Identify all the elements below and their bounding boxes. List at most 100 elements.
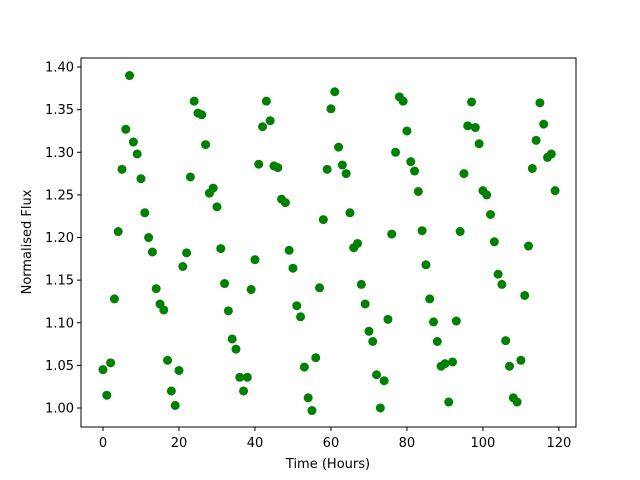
point (174, 365, 184, 375)
point (326, 104, 336, 114)
point (315, 283, 325, 293)
point (201, 140, 211, 150)
point (109, 294, 119, 304)
point (106, 358, 116, 368)
point (299, 362, 309, 372)
point (455, 227, 465, 237)
point (463, 121, 473, 131)
point (303, 393, 313, 403)
point (413, 186, 423, 196)
point (125, 71, 135, 81)
point (398, 96, 408, 106)
point (364, 326, 374, 336)
point (402, 126, 412, 136)
point (516, 355, 526, 365)
point (288, 263, 298, 273)
point (387, 229, 397, 239)
point (520, 290, 530, 300)
point (292, 301, 302, 311)
point (322, 164, 332, 174)
point (444, 397, 454, 407)
x-tick-label: 60 (323, 436, 340, 451)
point (470, 123, 480, 133)
point (136, 174, 146, 184)
point (159, 305, 169, 315)
point (227, 334, 237, 344)
y-tick-label: 1.25 (45, 188, 74, 203)
point (182, 248, 192, 258)
point (254, 159, 264, 169)
point (429, 317, 439, 327)
point (550, 186, 560, 196)
point (451, 316, 461, 326)
point (546, 149, 556, 159)
y-tick-label: 1.05 (45, 359, 74, 374)
point (505, 361, 515, 371)
point (273, 163, 283, 173)
point (421, 260, 431, 270)
point (223, 306, 233, 316)
point (493, 269, 503, 279)
point (372, 370, 382, 380)
point (474, 139, 484, 149)
point (489, 237, 499, 247)
point (212, 202, 222, 212)
point (417, 226, 427, 236)
point (284, 245, 294, 255)
point (261, 96, 271, 106)
point (113, 227, 123, 237)
x-axis-label: Time (Hours) (285, 457, 370, 472)
y-tick-label: 1.00 (45, 401, 74, 416)
point (379, 376, 389, 386)
point (459, 169, 469, 179)
y-tick-label: 1.10 (45, 316, 74, 331)
point (231, 344, 241, 354)
point (235, 372, 245, 382)
point (512, 397, 522, 407)
x-tick-label: 120 (546, 436, 571, 451)
point (531, 135, 541, 145)
point (539, 119, 549, 129)
x-tick-label: 40 (247, 436, 264, 451)
point (163, 355, 173, 365)
x-tick-label: 0 (99, 436, 107, 451)
x-tick-label: 100 (471, 436, 496, 451)
point (296, 312, 306, 322)
point (375, 403, 385, 413)
point (467, 97, 477, 107)
point (527, 163, 537, 173)
point (98, 365, 108, 375)
point (368, 337, 378, 347)
point (147, 247, 157, 257)
point (360, 299, 370, 309)
point (216, 244, 226, 254)
point (334, 142, 344, 152)
point (330, 87, 340, 97)
point (318, 215, 328, 225)
y-tick-label: 1.15 (45, 274, 74, 289)
point (170, 400, 180, 410)
point (341, 169, 351, 179)
point (440, 359, 450, 369)
point (185, 172, 195, 182)
point (128, 137, 138, 147)
point (208, 183, 218, 193)
point (242, 372, 252, 382)
point (151, 284, 161, 294)
point (280, 198, 290, 208)
point (121, 124, 131, 134)
point (311, 353, 321, 363)
point (345, 208, 355, 218)
point (246, 285, 256, 295)
point (144, 233, 154, 243)
plot-frame (80, 57, 577, 428)
point (410, 166, 420, 176)
point (197, 110, 207, 120)
point (337, 160, 347, 170)
point (356, 279, 366, 289)
point (102, 390, 112, 400)
point (239, 386, 249, 396)
y-tick-label: 1.20 (45, 231, 74, 246)
x-tick-label: 20 (171, 436, 188, 451)
